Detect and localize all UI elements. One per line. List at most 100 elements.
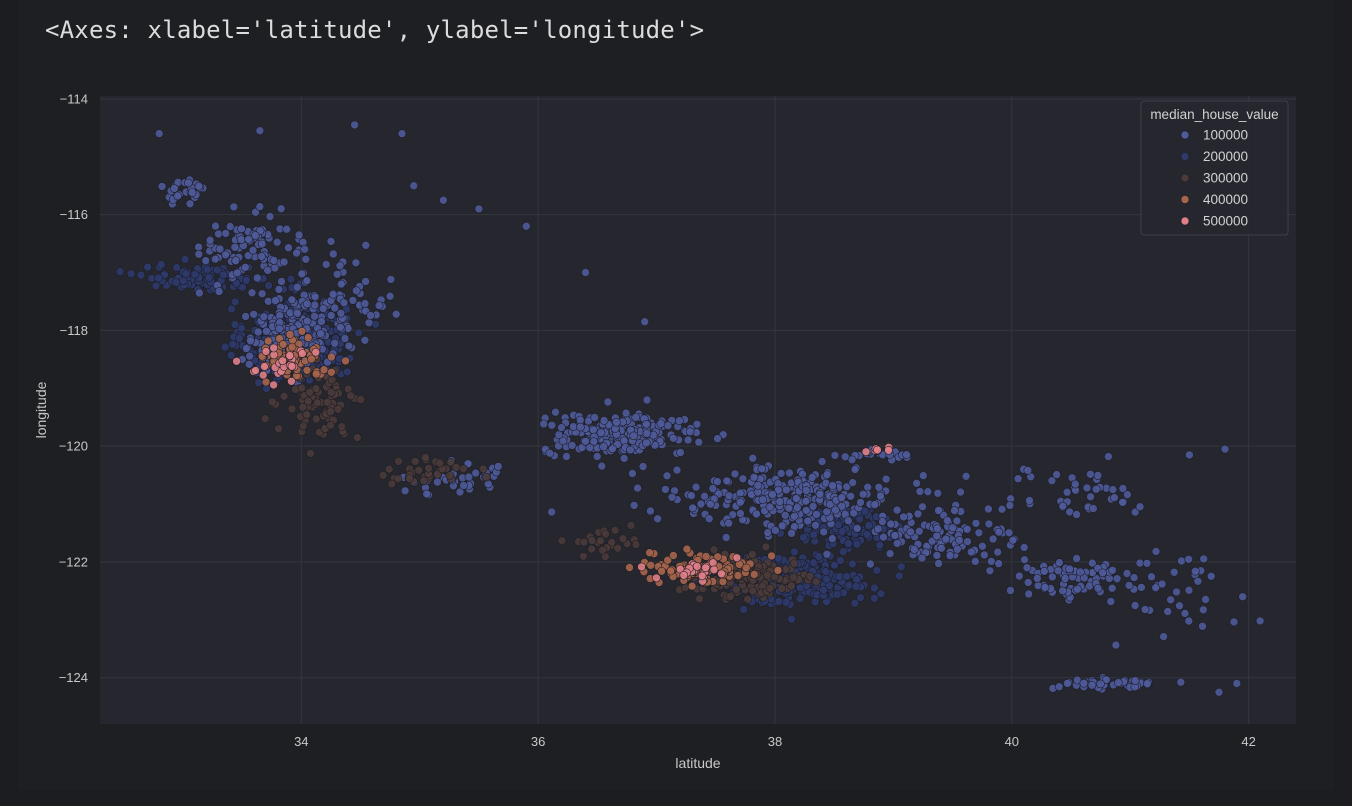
scatter-point <box>287 295 297 305</box>
scatter-point <box>1093 583 1103 593</box>
scatter-point <box>242 344 251 353</box>
scatter-point <box>934 506 943 515</box>
scatter-point <box>1023 466 1033 475</box>
scatter-point <box>400 486 410 496</box>
scatter-point <box>181 269 191 279</box>
scatter-point <box>1130 507 1140 517</box>
scatter-point <box>870 583 879 593</box>
scatter-point <box>171 278 181 287</box>
scatter-point <box>993 547 1003 557</box>
scatter-point <box>287 404 297 414</box>
scatter-point <box>1024 589 1033 599</box>
y-tick-label: −116 <box>60 207 88 222</box>
plot-area <box>100 96 1296 724</box>
scatter-point <box>1072 554 1081 563</box>
scatter-point <box>1140 605 1150 614</box>
scatter-point <box>319 365 329 375</box>
scatter-point <box>652 573 661 583</box>
scatter-point <box>1151 547 1161 556</box>
scatter-point <box>1076 567 1085 577</box>
scatter-point <box>1166 595 1175 605</box>
scatter-point <box>717 569 726 579</box>
scatter-point <box>336 308 346 318</box>
scatter-point <box>608 444 617 454</box>
scatter-point <box>1079 678 1089 688</box>
scatter-point <box>822 549 832 559</box>
scatter-point <box>187 188 197 197</box>
scatter-point <box>421 453 430 462</box>
scatter-point <box>445 471 455 480</box>
scatter-point <box>994 527 1004 537</box>
scatter-point <box>613 543 623 553</box>
scatter-point <box>819 585 828 595</box>
scatter-point <box>384 464 394 474</box>
scatter-point <box>858 489 868 499</box>
scatter-point <box>1019 543 1029 552</box>
scatter-point <box>1129 573 1139 582</box>
scatter-point <box>805 571 815 581</box>
scatter-point <box>302 410 312 420</box>
scatter-point <box>374 301 384 310</box>
scatter-point <box>136 270 146 280</box>
scatter-point <box>895 571 904 581</box>
scatter-point <box>757 464 767 474</box>
scatter-point <box>713 477 722 486</box>
legend-label: 300000 <box>1203 171 1248 186</box>
scatter-point <box>172 263 181 272</box>
scatter-point <box>1108 485 1118 494</box>
scatter-point <box>297 326 307 336</box>
scatter-point <box>1176 677 1186 687</box>
scatter-point <box>724 518 734 528</box>
scatter-point <box>241 312 250 321</box>
scatter-point <box>758 495 768 505</box>
scatter-point <box>856 498 865 507</box>
scatter-point <box>557 536 567 546</box>
scatter-point <box>287 361 297 371</box>
scatter-point <box>748 453 758 463</box>
scatter-point <box>733 571 743 580</box>
scatter-point <box>245 351 254 361</box>
scatter-point <box>1071 479 1080 489</box>
scatter-point <box>718 577 728 586</box>
scatter-point <box>836 556 845 565</box>
scatter-point <box>267 397 277 407</box>
scatter-point <box>585 443 595 453</box>
scatter-point <box>279 391 289 401</box>
scatter-point <box>775 497 785 506</box>
scatter-point <box>724 491 734 501</box>
scatter-point <box>592 452 602 461</box>
scatter-point <box>884 445 893 455</box>
scatter-point <box>195 288 204 298</box>
scatter-point <box>455 487 465 497</box>
scatter-point <box>785 468 794 478</box>
scatter-point <box>918 471 928 480</box>
scatter-point <box>204 273 214 282</box>
scatter-point <box>154 129 164 138</box>
scatter-point <box>284 243 293 252</box>
scatter-point <box>709 545 719 555</box>
scatter-point <box>789 572 798 582</box>
scatter-point <box>873 524 883 534</box>
scatter-point <box>557 423 566 432</box>
scatter-point <box>301 254 311 264</box>
scatter-point <box>777 584 787 593</box>
scatter-point <box>822 574 831 584</box>
scatter-point <box>725 592 735 601</box>
scatter-point <box>832 590 842 599</box>
scatter-point <box>1199 554 1208 564</box>
scatter-point <box>433 477 442 487</box>
scatter-point <box>220 342 230 352</box>
scatter-point <box>1118 498 1127 507</box>
scatter-point <box>692 562 702 571</box>
scatter-point <box>1053 566 1063 576</box>
scatter-point <box>918 502 927 512</box>
scatter-point <box>892 539 902 548</box>
scatter-point <box>292 308 302 318</box>
scatter-point <box>435 458 445 468</box>
scatter-point <box>950 506 959 515</box>
scatter-point <box>732 553 742 563</box>
scatter-point <box>846 491 856 501</box>
scatter-point <box>1114 678 1123 687</box>
scatter-point <box>269 343 279 353</box>
scatter-point <box>848 478 858 487</box>
